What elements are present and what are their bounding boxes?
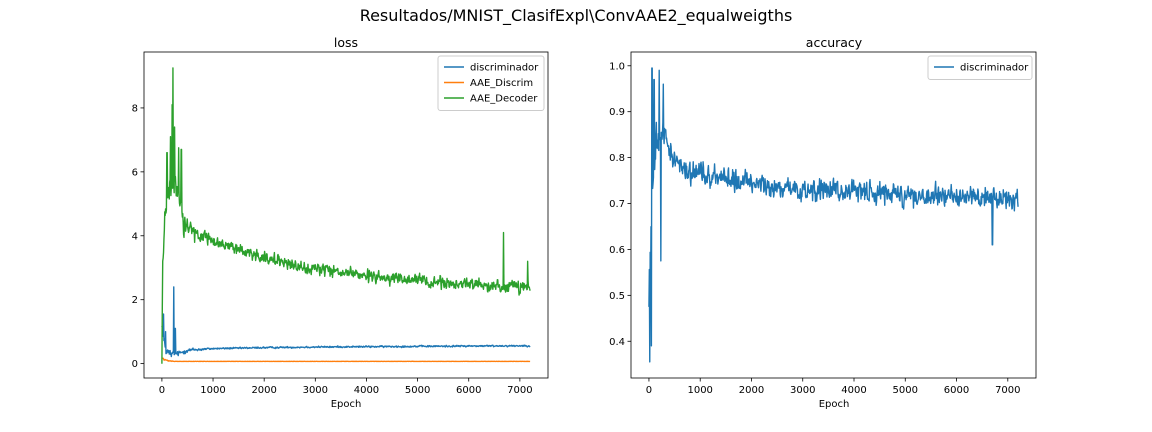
accuracy-legend-label: discriminador (960, 63, 1029, 74)
loss-legend-label: discriminador (470, 63, 539, 74)
loss-y-tick-label: 4 (132, 231, 138, 242)
accuracy-y-tick-label: 1.0 (609, 61, 625, 72)
accuracy-series-line-discriminador (648, 67, 1019, 363)
loss-legend-label: AAE_Discrim (470, 78, 533, 89)
loss-chart: loss 0 1000 2000 3000 4000 5000 6000 700002468 … (132, 35, 549, 410)
loss-x-tick-label: 4000 (354, 385, 379, 396)
loss-chart-title: loss (334, 35, 358, 50)
loss-x-tick-label: 5000 (405, 385, 430, 396)
accuracy-x-tick-label: 6000 (944, 385, 969, 396)
loss-series-line-aae_discrim (161, 357, 531, 363)
loss-y-tick-label: 8 (132, 103, 138, 114)
accuracy-axes-frame (630, 51, 1037, 379)
loss-x-tick-label: 6000 (456, 385, 481, 396)
accuracy-chart: accuracy 0 1000 2000 3000 4000 5000 6000 7000 0.… (609, 35, 1037, 410)
accuracy-x-tick-label: 7000 (995, 385, 1020, 396)
loss-y-tick-label: 0 (132, 359, 138, 370)
accuracy-axis-ticks: 0 1000 2000 3000 4000 5000 6000 7000 0.4 0.5 0.6 0.… (609, 61, 1020, 396)
loss-x-tick-label: 2000 (251, 385, 276, 396)
accuracy-y-tick-label: 0.9 (609, 107, 625, 118)
accuracy-y-tick-label: 0.7 (609, 199, 625, 210)
loss-series-line-aae_decoder (161, 67, 531, 364)
accuracy-y-tick-label: 0.6 (609, 245, 625, 256)
loss-plot-area (161, 67, 531, 364)
loss-x-tick-label: 1000 (200, 385, 225, 396)
accuracy-plot-area (648, 67, 1019, 363)
loss-legend-label: AAE_Decoder (470, 94, 538, 105)
accuracy-x-tick-label: 2000 (739, 385, 764, 396)
accuracy-y-tick-label: 0.4 (609, 337, 625, 348)
accuracy-x-tick-label: 3000 (790, 385, 815, 396)
loss-x-tick-label: 3000 (303, 385, 328, 396)
loss-legend-box (437, 55, 545, 111)
loss-y-tick-label: 6 (132, 167, 138, 178)
loss-x-tick-label: 7000 (507, 385, 532, 396)
accuracy-x-tick-label: 1000 (687, 385, 712, 396)
accuracy-x-tick-label: 4000 (841, 385, 866, 396)
accuracy-y-tick-label: 0.8 (609, 153, 625, 164)
accuracy-legend: discriminador (927, 55, 1033, 80)
loss-axes-frame (143, 51, 549, 379)
loss-y-tick-label: 2 (132, 295, 138, 306)
loss-legend: discriminador AAE_Discrim AAE_Decoder (437, 55, 545, 111)
accuracy-x-tick-label: 5000 (893, 385, 918, 396)
loss-axis-ticks: 0 1000 2000 3000 4000 5000 6000 7000 0 2 4 6 8 (132, 103, 533, 396)
loss-x-axis-label: Epoch (331, 399, 362, 410)
loss-series-line-discriminador (161, 286, 531, 358)
accuracy-chart-title: accuracy (806, 35, 863, 50)
loss-x-tick-label: 0 (159, 385, 165, 396)
accuracy-x-tick-label: 0 (646, 385, 652, 396)
accuracy-x-axis-label: Epoch (819, 399, 850, 410)
accuracy-legend-box (927, 55, 1033, 80)
accuracy-y-tick-label: 0.5 (609, 291, 625, 302)
figure-suptitle: Resultados/MNIST_ClasifExpl\ConvAAE2_equ… (360, 6, 793, 26)
